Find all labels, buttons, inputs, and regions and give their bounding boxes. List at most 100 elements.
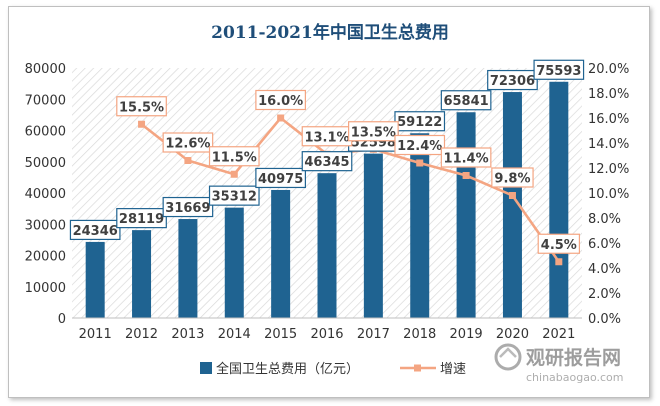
bar-value-label-2019-text: 65841 xyxy=(443,94,488,109)
legend-line-marker xyxy=(414,364,421,372)
growth-value-label-2018-text: 12.4% xyxy=(397,139,442,154)
y-right-tick-label: 20.0% xyxy=(588,62,629,77)
bar-value-label-2013: 31669 xyxy=(162,196,214,218)
bar-value-label-2012-text: 28119 xyxy=(119,212,164,227)
bar-2016 xyxy=(317,173,337,318)
growth-value-label-2012-box xyxy=(116,96,167,117)
y-right-tick-label: 12.0% xyxy=(588,162,629,177)
bar-value-label-2020: 72306 xyxy=(487,69,538,91)
watermark-logo-icon xyxy=(494,343,522,371)
bar-value-label-2011: 24346 xyxy=(69,219,121,241)
y-left-tick-label: 10000 xyxy=(25,281,66,296)
bar-value-label-2021-text: 75593 xyxy=(536,64,581,79)
growth-marker-2020 xyxy=(508,192,516,199)
growth-value-label-2018: 12.4% xyxy=(394,134,446,156)
y-right-tick-label: 6.0% xyxy=(588,237,621,252)
bar-value-label-2019-box xyxy=(440,90,492,111)
growth-marker-2013 xyxy=(184,157,192,164)
x-tick-label-2016: 2016 xyxy=(310,327,343,342)
legend-bar-label: 全国卫生总费用（亿元） xyxy=(216,361,359,377)
growth-marker-2012 xyxy=(138,120,146,128)
x-tick-label-2020: 2020 xyxy=(496,327,529,342)
y-right-tick-label: 8.0% xyxy=(588,212,621,227)
x-tick-label-2019: 2019 xyxy=(450,327,483,342)
y-right-tick-label: 14.0% xyxy=(588,137,629,152)
growth-marker-2015 xyxy=(277,114,285,122)
bar-value-label-2018-text: 59122 xyxy=(397,115,442,130)
bar-value-label-2014-box xyxy=(208,185,260,206)
bar-value-label-2014: 35312 xyxy=(208,185,260,206)
growth-value-label-2014-box xyxy=(208,146,260,167)
x-tick-label-2012: 2012 xyxy=(125,327,158,342)
bar-value-label-2011-box xyxy=(69,219,121,241)
y-left-tick-label: 60000 xyxy=(25,125,66,140)
bar-2013 xyxy=(178,219,198,318)
y-left-tick-label: 40000 xyxy=(25,187,66,202)
bar-2019 xyxy=(456,112,476,318)
bar-value-label-2021-box xyxy=(533,59,585,80)
y-left-tick-label: 80000 xyxy=(25,62,66,77)
y-right-tick-label: 18.0% xyxy=(588,87,629,102)
growth-value-label-2013-box xyxy=(162,132,214,153)
bar-value-label-2015-text: 40975 xyxy=(258,172,303,187)
y-left-tick-label: 50000 xyxy=(25,156,66,171)
growth-value-label-2020-box xyxy=(491,167,534,188)
growth-value-label-2015-box xyxy=(255,89,306,111)
x-tick-label-2018: 2018 xyxy=(403,327,436,342)
growth-value-label-2021-box xyxy=(537,233,581,254)
y-right-tick-label: 16.0% xyxy=(588,112,629,127)
bar-value-label-2013-text: 31669 xyxy=(165,201,210,216)
growth-value-label-2017-box xyxy=(348,121,399,142)
y-right-tick-label: 4.0% xyxy=(588,262,621,277)
growth-marker-2021 xyxy=(555,258,563,266)
growth-value-label-2013-text: 12.6% xyxy=(165,137,210,152)
watermark-logo-mark xyxy=(499,347,517,358)
bar-value-label-2016: 46345 xyxy=(301,151,353,172)
bar-value-label-2016-box xyxy=(301,151,353,172)
growth-marker-2019 xyxy=(462,172,470,179)
growth-value-label-2017: 13.5% xyxy=(348,121,399,142)
bar-2021 xyxy=(549,81,569,318)
bar-2014 xyxy=(224,207,244,318)
growth-value-label-2015-text: 16.0% xyxy=(258,94,303,109)
y-left-tick-label: 20000 xyxy=(25,250,66,265)
bar-2017 xyxy=(363,153,383,318)
y-left-tick-label: 0 xyxy=(58,312,66,327)
growth-value-label-2013: 12.6% xyxy=(162,132,214,153)
x-tick-label-2021: 2021 xyxy=(542,327,575,342)
bar-2011 xyxy=(85,241,105,318)
x-tick-label-2013: 2013 xyxy=(171,327,204,342)
y-left-tick-label: 70000 xyxy=(25,93,66,108)
legend-bar-swatch xyxy=(200,362,212,374)
bar-value-label-2021: 75593 xyxy=(533,59,585,80)
bar-2018 xyxy=(410,133,430,318)
growth-value-label-2012: 15.5% xyxy=(116,96,167,117)
legend-line-label: 增速 xyxy=(440,362,466,377)
bar-value-label-2011-text: 24346 xyxy=(73,224,118,239)
bar-value-label-2018: 59122 xyxy=(394,111,446,132)
y-right-tick-label: 0.0% xyxy=(588,312,621,327)
growth-marker-2018 xyxy=(416,159,424,167)
growth-value-label-2018-box xyxy=(394,134,446,156)
watermark-url: chinabaogao.com xyxy=(526,371,624,384)
bar-value-label-2015: 40975 xyxy=(255,167,306,189)
x-tick-label-2011: 2011 xyxy=(79,327,112,342)
bar-2015 xyxy=(271,189,291,318)
growth-value-label-2019-text: 11.4% xyxy=(444,152,489,167)
bar-value-label-2020-box xyxy=(487,69,538,91)
growth-value-label-2016-text: 13.1% xyxy=(304,130,349,145)
growth-value-label-2021-text: 4.5% xyxy=(541,238,577,253)
growth-value-label-2016: 13.1% xyxy=(301,126,353,147)
bar-value-label-2012-box xyxy=(116,208,167,229)
growth-value-label-2019: 11.4% xyxy=(440,147,492,168)
growth-value-label-2021: 4.5% xyxy=(537,233,581,254)
growth-value-label-2012-text: 15.5% xyxy=(119,100,164,115)
growth-value-label-2015: 16.0% xyxy=(255,89,306,111)
growth-value-label-2020-text: 9.8% xyxy=(494,172,530,187)
x-tick-label-2015: 2015 xyxy=(264,327,297,342)
bar-value-label-2013-box xyxy=(162,196,214,218)
watermark-brand: 观研报告网 xyxy=(526,346,621,369)
bar-2012 xyxy=(132,230,152,318)
y-right-tick-label: 10.0% xyxy=(588,187,629,202)
growth-value-label-2014: 11.5% xyxy=(208,146,260,167)
